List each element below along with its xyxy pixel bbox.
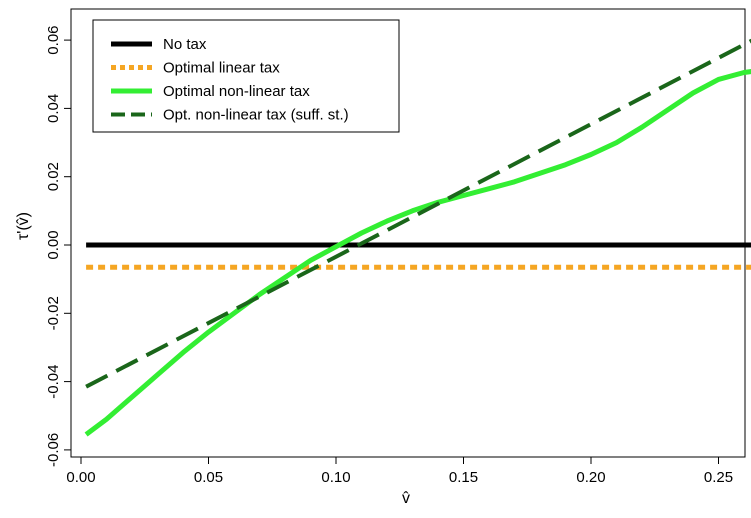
x-axis-label: v̂ [402,490,410,507]
legend-items: No tax Optimal linear tax Optimal non-line… [111,36,349,124]
y-tick-label: -0.04 [45,364,62,398]
y-tick-label: 0.04 [45,94,62,123]
legend-label: Optimal linear tax [163,60,280,77]
x-tick-label: 0.10 [321,469,350,486]
legend-label: No tax [163,36,207,53]
y-axis-label: τ'(v̂) [15,212,32,240]
y-tick-label: -0.02 [45,296,62,330]
x-tick-label: 0.20 [576,469,605,486]
y-tick-label: 0.02 [45,162,62,191]
x-tick-label: 0.15 [449,469,478,486]
series-layer [84,38,751,437]
y-tick-label: 0.06 [45,25,62,54]
y-tick-label: -0.06 [45,433,62,467]
y-axis: -0.06 -0.04 -0.02 0.00 0.02 0.04 0.06 [45,25,71,467]
x-tick-label: 0.25 [704,469,733,486]
y-tick-label: 0.00 [45,230,62,259]
x-tick-label: 0.00 [66,469,95,486]
legend: No tax Optimal linear tax Optimal non-line… [92,19,400,133]
legend-label: Opt. non-linear tax (suff. st.) [163,107,349,124]
x-tick-label: 0.05 [194,469,223,486]
legend-label: Optimal non-linear tax [163,83,310,100]
x-axis: 0.00 0.05 0.10 0.15 0.20 0.25 [66,457,733,486]
plot-frame [70,8,746,458]
series-line-4 [85,38,751,389]
